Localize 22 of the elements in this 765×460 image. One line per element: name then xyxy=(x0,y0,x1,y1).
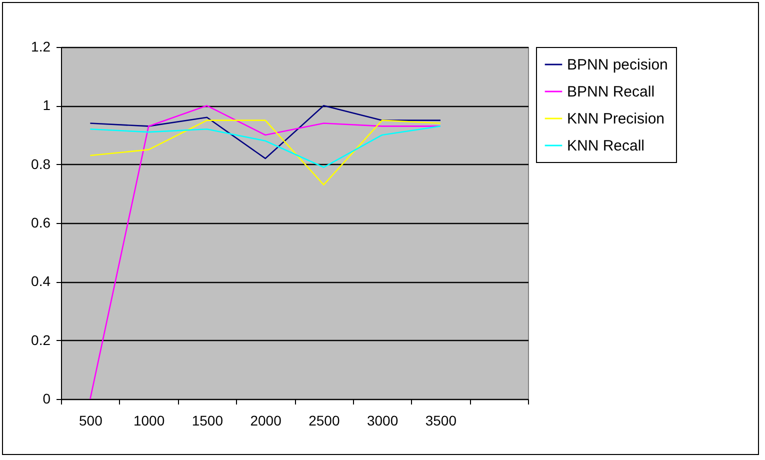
line-series xyxy=(90,105,442,160)
x-tick-label: 1000 xyxy=(133,412,165,428)
y-tick-label: 0 xyxy=(42,390,51,406)
y-tick-label: 0.2 xyxy=(31,332,51,348)
x-tick-label: 2000 xyxy=(250,412,282,428)
legend-label: BPNN Recall xyxy=(567,84,655,100)
y-tick-label: 0.4 xyxy=(31,273,51,290)
x-tick-label: 3000 xyxy=(366,412,398,428)
legend-label: KNN Recall xyxy=(567,138,645,154)
line-series xyxy=(90,126,442,168)
legend-label: KNN Precision xyxy=(567,110,665,128)
x-tick-label: 3500 xyxy=(425,412,457,428)
line-series xyxy=(90,105,442,400)
x-tick-label: 2500 xyxy=(308,412,340,428)
y-tick-label: 0.8 xyxy=(31,156,51,172)
x-tick-label: 500 xyxy=(79,412,103,428)
x-tick-label: 1500 xyxy=(192,412,224,428)
y-tick-label: 0.6 xyxy=(31,214,51,230)
y-tick-label: 1 xyxy=(42,97,51,114)
line-series xyxy=(90,120,442,186)
legend-label: BPNN pecision xyxy=(567,56,668,74)
y-tick-label: 1.2 xyxy=(31,38,51,54)
